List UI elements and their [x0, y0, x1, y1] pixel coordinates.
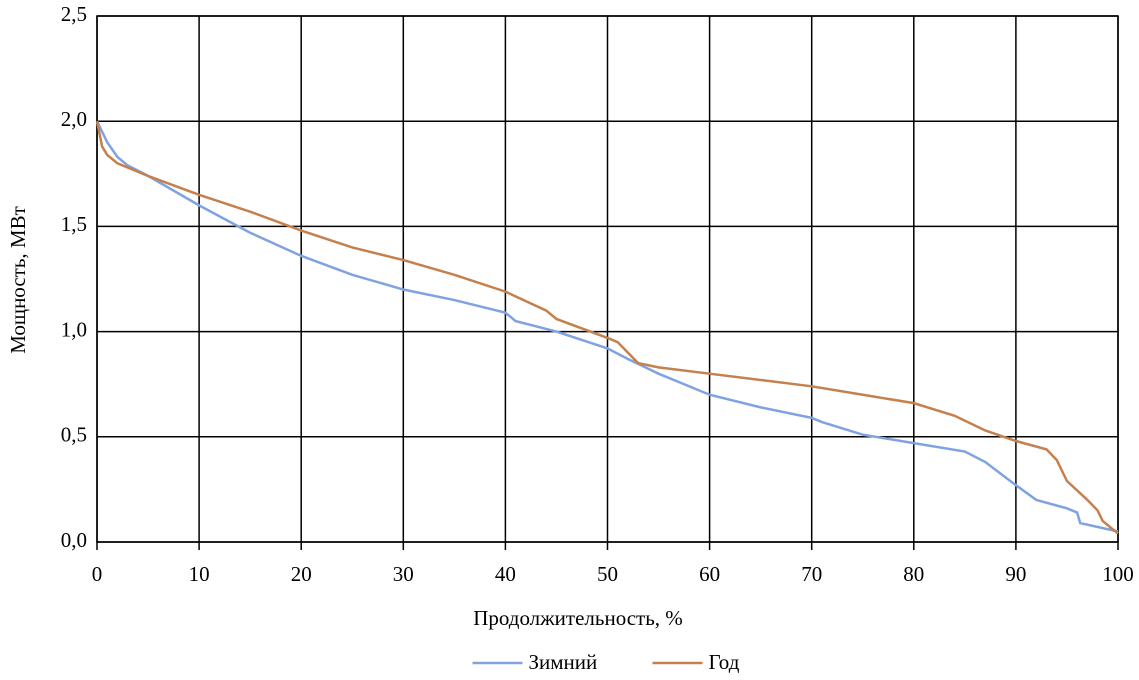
x-tick-label: 50: [597, 562, 618, 586]
x-tick-label: 30: [393, 562, 414, 586]
x-axis-title: Продолжительность, %: [473, 606, 683, 630]
y-tick-label: 2,5: [61, 2, 87, 26]
legend-label: Год: [709, 650, 740, 674]
y-tick-label: 0,0: [61, 528, 87, 552]
legend-label: Зимний: [529, 650, 598, 674]
y-tick-label: 0,5: [61, 423, 87, 447]
plot-frame: [96, 15, 1119, 543]
y-axis-title: Мощность, МВт: [6, 206, 30, 354]
series-line: [95, 120, 1119, 535]
x-tick-label: 0: [92, 562, 103, 586]
y-tick-label: 2,0: [61, 107, 87, 131]
x-tick-label: 90: [1005, 562, 1026, 586]
x-tick-label: 20: [291, 562, 312, 586]
x-tick-label: 80: [903, 562, 924, 586]
series-line: [95, 120, 1119, 533]
x-tick-label: 70: [801, 562, 822, 586]
x-tick-label: 40: [495, 562, 516, 586]
x-tick-label: 10: [189, 562, 210, 586]
y-tick-label: 1,5: [61, 212, 87, 236]
y-tick-label: 1,0: [61, 317, 87, 341]
x-tick-label: 100: [1102, 562, 1134, 586]
x-tick-label: 60: [699, 562, 720, 586]
